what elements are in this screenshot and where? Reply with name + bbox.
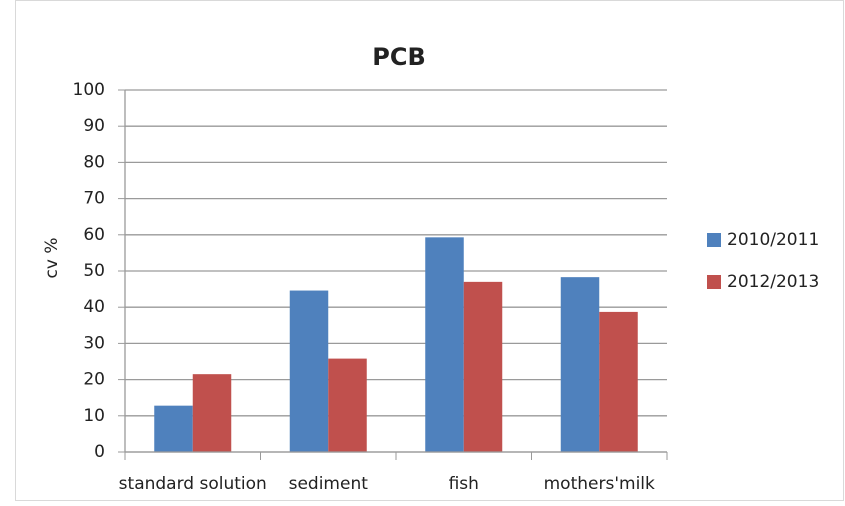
bar: [599, 311, 638, 452]
legend-label: 2012/2013: [727, 272, 819, 292]
y-tick-label: 70: [83, 189, 105, 209]
y-tick-label: 90: [83, 116, 105, 136]
y-tick-label: 30: [83, 333, 105, 353]
bar: [560, 277, 600, 452]
bar: [425, 237, 464, 452]
bar: [463, 281, 503, 452]
y-tick-label: 20: [83, 370, 105, 390]
y-tick-label: 100: [73, 80, 105, 100]
bar: [192, 374, 232, 452]
y-tick-label: 50: [83, 261, 105, 281]
y-axis-label: cv %: [42, 238, 62, 279]
legend-label: 2010/2011: [727, 230, 819, 250]
chart-title: PCB: [372, 43, 426, 71]
x-tick-label: fish: [449, 474, 479, 494]
legend-swatch: [707, 275, 721, 289]
x-tick-label: sediment: [289, 474, 369, 494]
bar: [154, 405, 193, 452]
x-tick-label: mothers'milk: [544, 474, 655, 494]
legend-swatch: [707, 233, 721, 247]
y-tick-label: 10: [83, 406, 105, 426]
x-tick-label: standard solution: [119, 474, 267, 494]
y-tick-label: 40: [83, 297, 105, 317]
y-tick-label: 0: [94, 442, 105, 462]
bar: [289, 290, 329, 452]
bar: [328, 358, 367, 452]
y-tick-label: 60: [83, 225, 105, 245]
y-tick-label: 80: [83, 152, 105, 172]
